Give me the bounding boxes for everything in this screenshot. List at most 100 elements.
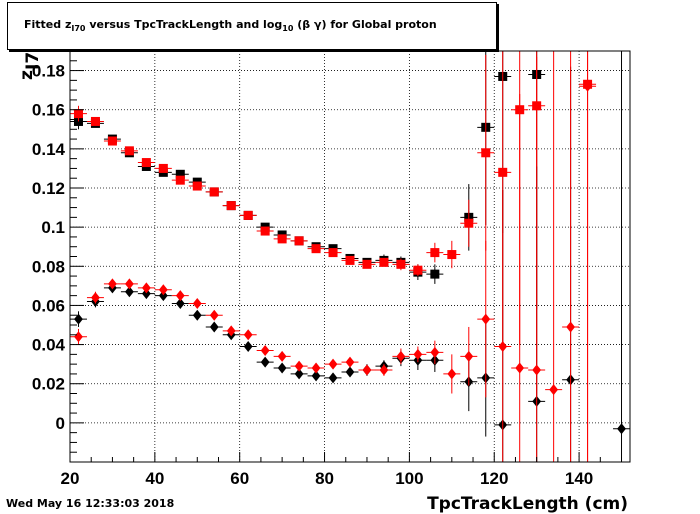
data-point-square xyxy=(362,259,372,269)
y-axis-title-main: z xyxy=(17,70,37,80)
data-point-diamond xyxy=(345,366,355,378)
data-point-diamond xyxy=(294,360,304,372)
data-point-square xyxy=(73,109,83,119)
data-point-square xyxy=(124,146,134,156)
data-point-square xyxy=(243,210,253,220)
data-point-square xyxy=(430,269,440,279)
axis-ticks xyxy=(69,50,623,462)
data-point-diamond xyxy=(549,384,559,396)
data-point-square xyxy=(141,158,151,168)
x-axis-title: TpcTrackLength (cm) xyxy=(427,494,628,514)
y-tick-label: 0.06 xyxy=(32,296,65,315)
data-point-square xyxy=(226,201,236,211)
data-point-diamond xyxy=(175,297,185,309)
timestamp: Wed May 16 12:33:03 2018 xyxy=(6,497,175,510)
data-point-diamond xyxy=(498,341,508,353)
data-point-diamond xyxy=(260,356,270,368)
data-point-square xyxy=(175,175,185,185)
data-point-diamond xyxy=(192,309,202,321)
title-subscript-2: 10 xyxy=(282,24,294,34)
y-tick-label: 0.1 xyxy=(41,218,65,237)
data-point-square xyxy=(379,257,389,267)
data-point-diamond xyxy=(243,329,253,341)
data-point-diamond xyxy=(328,358,338,370)
data-point-diamond xyxy=(124,278,134,290)
grid-lines xyxy=(70,51,630,462)
data-point-square xyxy=(90,116,100,126)
data-point-diamond xyxy=(243,341,253,353)
data-point-square xyxy=(396,259,406,269)
data-point-diamond xyxy=(175,290,185,302)
y-tick-label: 0.04 xyxy=(32,336,66,355)
x-tick-label: 140 xyxy=(565,469,593,488)
y-tick-label: 0 xyxy=(56,414,65,433)
data-point-diamond xyxy=(464,350,474,362)
data-point-diamond xyxy=(260,344,270,356)
x-tick-label: 80 xyxy=(315,469,334,488)
data-point-square xyxy=(481,148,491,158)
data-point-square xyxy=(413,265,423,275)
x-tick-label: 60 xyxy=(230,469,249,488)
data-point-diamond xyxy=(396,350,406,362)
data-point-diamond xyxy=(515,362,525,374)
x-tick-label: 40 xyxy=(145,469,164,488)
data-point-diamond xyxy=(481,313,491,325)
data-point-diamond xyxy=(108,278,117,290)
title-part-3: (β γ) for Global proton xyxy=(293,18,437,31)
data-point-square xyxy=(158,163,168,173)
data-point-diamond xyxy=(566,321,576,333)
data-point-square xyxy=(107,136,117,146)
tick-labels: 20 40 60 80 100 120 140 0 0.02 0.04 0.06 0.08 0.1 0.1… xyxy=(32,62,593,488)
y-tick-label: 0.14 xyxy=(32,140,66,159)
data-point-diamond xyxy=(583,80,592,92)
data-point-square xyxy=(209,187,219,197)
data-point-diamond xyxy=(345,356,355,368)
data-point-square xyxy=(464,218,474,228)
title-part-2: versus TpcTrackLength and log xyxy=(85,18,283,31)
data-point-square xyxy=(260,226,270,236)
data-point-diamond xyxy=(209,309,219,321)
data-point-diamond xyxy=(294,368,304,380)
data-point-diamond xyxy=(74,331,83,343)
data-point-diamond xyxy=(277,362,287,374)
y-tick-label: 0.12 xyxy=(32,179,65,198)
data-point-diamond xyxy=(74,313,83,325)
data-point-diamond xyxy=(362,364,372,376)
data-point-diamond xyxy=(617,423,626,435)
data-point-square xyxy=(277,234,287,244)
data-point-square xyxy=(311,244,321,254)
y-tick-label: 0.16 xyxy=(32,101,65,120)
chart-title: Fitted zI70 versus TpcTrackLength and lo… xyxy=(24,18,437,33)
series-black-square xyxy=(70,51,546,310)
data-point-diamond xyxy=(379,364,389,376)
data-point-diamond xyxy=(447,368,457,380)
data-point-diamond xyxy=(158,290,168,302)
title-part-1: Fitted z xyxy=(24,18,72,31)
data-point-diamond xyxy=(158,284,168,296)
data-point-diamond xyxy=(141,288,151,300)
x-tick-label: 100 xyxy=(395,469,423,488)
data-point-square xyxy=(447,250,457,260)
x-tick-label: 20 xyxy=(61,469,80,488)
data-point-diamond xyxy=(124,286,134,298)
data-point-square xyxy=(192,181,202,191)
data-point-diamond xyxy=(209,321,219,333)
y-tick-label: 0.08 xyxy=(32,257,65,276)
data-point-diamond xyxy=(328,372,338,384)
y-tick-label: 0.02 xyxy=(32,375,65,394)
data-point-square xyxy=(294,236,304,246)
data-point-diamond xyxy=(226,325,236,337)
data-point-square xyxy=(498,167,508,177)
data-point-diamond xyxy=(532,364,542,376)
data-series xyxy=(70,51,630,462)
data-point-diamond xyxy=(413,348,423,360)
data-point-square xyxy=(328,248,338,258)
data-point-diamond xyxy=(277,350,287,362)
x-tick-label: 120 xyxy=(480,469,508,488)
data-point-diamond xyxy=(91,292,100,304)
series-red-square xyxy=(70,51,597,462)
data-point-diamond xyxy=(192,297,202,309)
series-red-diamond xyxy=(70,51,597,462)
data-point-diamond xyxy=(311,362,321,374)
